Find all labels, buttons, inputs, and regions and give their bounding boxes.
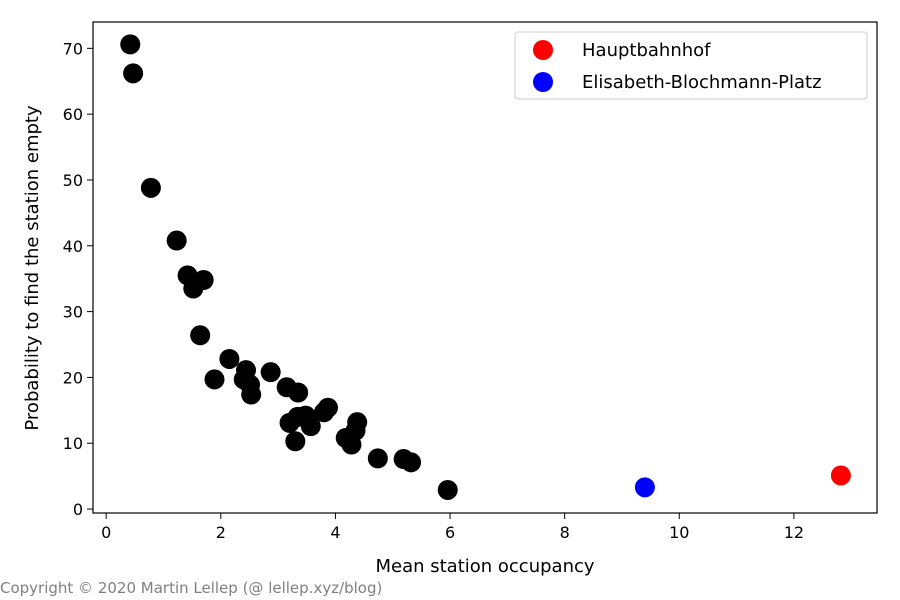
data-point: [120, 34, 141, 55]
x-tick-label: 4: [330, 523, 340, 542]
copyright-notice: Copyright © 2020 Martin Lellep (@ lellep…: [0, 579, 383, 597]
data-point: [123, 63, 144, 84]
data-point: [634, 477, 655, 498]
data-point: [219, 348, 240, 369]
data-point: [830, 465, 851, 486]
legend-marker: [533, 40, 553, 60]
y-tick-label: 20: [63, 368, 83, 387]
data-point: [341, 434, 362, 455]
x-tick-label: 10: [669, 523, 689, 542]
plot-frame: [92, 21, 878, 514]
data-point: [313, 402, 334, 423]
x-axis: 0 2 4 6 8 10 12: [101, 513, 804, 542]
data-point: [183, 278, 204, 299]
y-tick-label: 50: [63, 171, 83, 190]
y-tick-label: 10: [63, 434, 83, 453]
y-axis-label: Probability to find the station empty: [22, 105, 43, 431]
data-point: [401, 452, 422, 473]
x-tick-label: 0: [101, 523, 111, 542]
data-point: [300, 416, 321, 437]
data-point: [367, 448, 388, 469]
data-point: [279, 412, 300, 433]
data-point: [166, 230, 187, 251]
x-tick-label: 6: [445, 523, 455, 542]
legend-box: [514, 31, 868, 100]
legend-label: Hauptbahnhof: [582, 40, 711, 61]
y-tick-label: 40: [63, 237, 83, 256]
data-point: [288, 382, 309, 403]
data-point: [260, 362, 281, 383]
x-tick-label: 2: [216, 523, 226, 542]
y-tick-label: 60: [63, 105, 83, 124]
x-axis-label: Mean station occupancy: [375, 556, 594, 577]
data-point: [285, 431, 306, 452]
y-axis: 0 10 20 30 40 50 60 70: [63, 39, 93, 519]
data-point: [204, 369, 225, 390]
legend-marker: [533, 72, 553, 92]
y-tick-label: 0: [73, 500, 83, 519]
legend-label: Elisabeth-Blochmann-Platz: [582, 72, 822, 93]
data-point: [241, 384, 262, 405]
data-point: [140, 177, 161, 198]
y-tick-label: 70: [63, 39, 83, 58]
legend: Hauptbahnhof Elisabeth-Blochmann-Platz: [514, 31, 868, 100]
data-point: [437, 479, 458, 500]
x-tick-label: 8: [560, 523, 570, 542]
data-point: [190, 325, 211, 346]
y-tick-label: 30: [63, 303, 83, 322]
x-tick-label: 12: [784, 523, 804, 542]
data-points: [120, 34, 851, 500]
